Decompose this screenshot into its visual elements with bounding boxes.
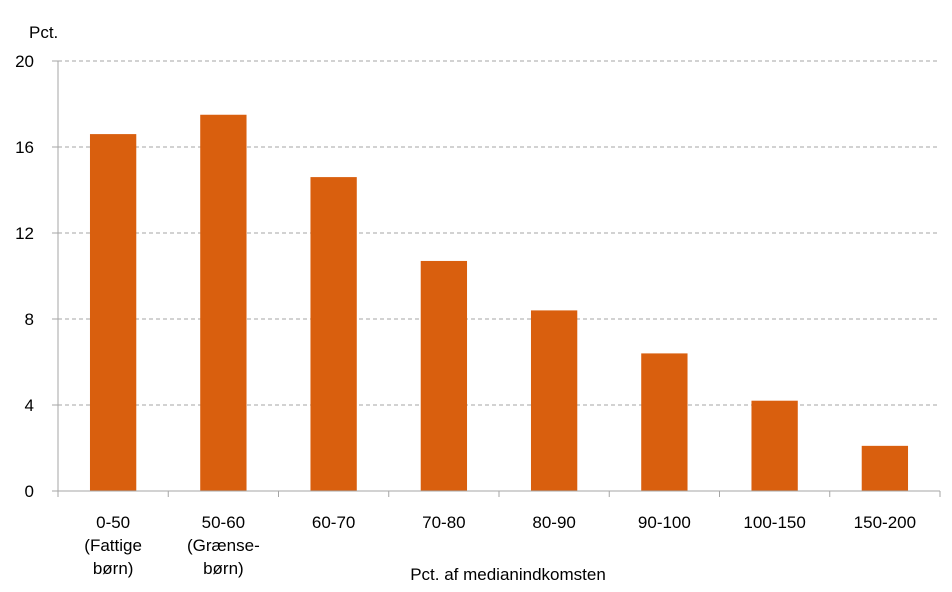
x-tick-label: 0-50 [96, 513, 130, 532]
bar [420, 260, 468, 491]
bar [861, 445, 909, 491]
y-tick-label: 12 [15, 224, 34, 243]
bar [200, 114, 247, 491]
y-axis-title: Pct. [29, 23, 58, 42]
bar [530, 310, 578, 491]
y-tick-labels: 0 4 8 12 16 20 [15, 52, 34, 501]
x-tick-labels: 0-50 (Fattige børn) 50-60 (Grænse-børn) 60-70… [84, 513, 916, 578]
bar [751, 400, 798, 491]
x-tick-label: 80-90 [532, 513, 575, 532]
bar [641, 353, 688, 491]
y-tick-label: 0 [25, 482, 34, 501]
x-tick-label: (Grænse- [187, 536, 260, 555]
x-tick-label: 70-80 [422, 513, 465, 532]
y-tick-label: 8 [25, 310, 34, 329]
x-tick-label: 60-70 [312, 513, 355, 532]
y-tick-label: 16 [15, 138, 34, 157]
x-tick-label: 150-200 [854, 513, 916, 532]
gridlines [52, 60, 940, 492]
y-tick-label: 20 [15, 52, 34, 71]
bar [310, 177, 357, 491]
x-tick-label: 100-150 [743, 513, 805, 532]
x-tick-label: 50-60 [202, 513, 245, 532]
bars [89, 114, 909, 491]
x-tick-label: børn) [203, 559, 244, 578]
x-tick-label: børn) [93, 559, 134, 578]
x-tick-label: 90-100 [638, 513, 691, 532]
y-tick-label: 4 [25, 396, 34, 415]
bar [89, 134, 137, 491]
x-tick-label: (Fattige [84, 536, 142, 555]
axes [57, 61, 941, 497]
x-axis-title: Pct. af medianindkomsten [410, 565, 606, 584]
